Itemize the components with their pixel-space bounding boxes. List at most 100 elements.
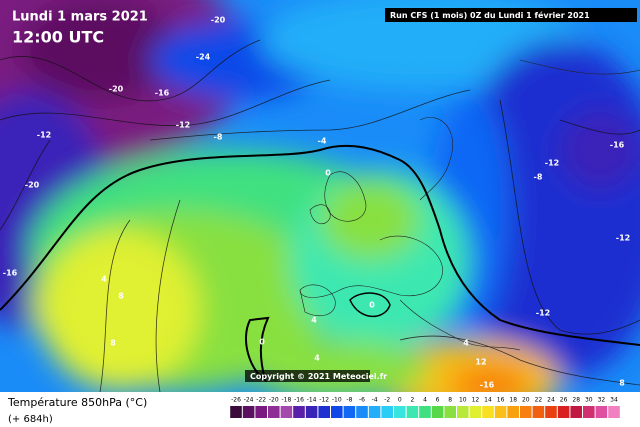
- colorbar-swatch: [406, 406, 419, 418]
- colorbar-swatch: [482, 406, 494, 418]
- colorbar-tick-label: -20: [269, 397, 279, 404]
- contour-label: 4: [314, 354, 320, 363]
- colorbar-tick-label: -16: [294, 397, 304, 404]
- colorbar-tick-label: -22: [256, 397, 266, 404]
- colorbar-tick-label: 28: [572, 397, 580, 404]
- colorbar-swatch: [583, 406, 595, 418]
- contour-label: -12: [176, 121, 190, 130]
- colorbar-swatch: [520, 406, 532, 418]
- run-info: Run CFS (1 mois) 0Z du Lundi 1 février 2…: [390, 10, 590, 20]
- legend: Température 850hPa (°C) (+ 684h) -26 -24-…: [7, 396, 620, 425]
- contour-label: -8: [214, 133, 223, 142]
- contour-label: -12: [37, 131, 51, 140]
- colorbar-tick-label: 8: [448, 397, 452, 404]
- colorbar-swatch: [557, 406, 570, 418]
- colorbar-swatch: [242, 406, 255, 418]
- colorbar-tick-label: 0: [398, 397, 402, 404]
- colorbar-swatch: [305, 406, 318, 418]
- colorbar-swatch: [280, 406, 293, 418]
- contour-lines-thin: [0, 39, 640, 392]
- contour-label: -12: [616, 234, 630, 243]
- copyright: Copyright © 2021 Meteociel.fr: [250, 372, 387, 381]
- contour-label: -8: [534, 173, 543, 182]
- colorbar-tick-label: 22: [535, 397, 543, 404]
- colorbar-swatch: [381, 406, 393, 418]
- colorbar-swatch: [608, 406, 620, 418]
- contour-label: 0: [369, 301, 375, 310]
- colorbar-swatch: [331, 406, 343, 418]
- colorbar-tick-label: -18: [281, 397, 291, 404]
- contour-label: 8: [118, 292, 124, 301]
- contour-label: 0: [259, 338, 265, 347]
- colorbar-swatch: [394, 406, 406, 418]
- colorbar-tick-label: 14: [484, 397, 492, 404]
- copyright-box: [245, 370, 370, 382]
- contour-label: 8: [619, 379, 625, 388]
- colorbar-tick-label: 4: [423, 397, 427, 404]
- colorbar-swatch: [595, 406, 608, 418]
- colorbar-swatch: [318, 406, 330, 418]
- colorbar-tick-label: -8: [346, 397, 352, 404]
- legend-title: Température 850hPa (°C): [7, 396, 147, 409]
- contour-label: -16: [155, 89, 170, 98]
- contour-label: -16: [610, 141, 625, 150]
- colorbar-swatch: [431, 406, 444, 418]
- colorbar-swatch: [570, 406, 582, 418]
- colorbar-swatch: [444, 406, 456, 418]
- run-box: [385, 8, 637, 22]
- colorbar-tick-label: 26: [560, 397, 568, 404]
- colorbar-tick-label: 30: [585, 397, 593, 404]
- colorbar-swatch: [532, 406, 545, 418]
- colorbar-tick-label: 12: [472, 397, 480, 404]
- forecast-date: Lundi 1 mars 2021: [12, 10, 148, 25]
- colorbar-tick-label: 2: [410, 397, 414, 404]
- colorbar-tick-label: -14: [307, 397, 317, 404]
- lead-time: (+ 684h): [8, 414, 53, 425]
- colorbar-tick-label: -4: [372, 397, 378, 404]
- contour-label: -24: [196, 53, 211, 62]
- contour-label: -20: [109, 85, 124, 94]
- contour-label: -12: [536, 309, 550, 318]
- contour-label: 4: [311, 316, 317, 325]
- colorbar-swatch: [494, 406, 507, 418]
- contour-label: 4: [463, 339, 469, 348]
- colorbar-swatch: [545, 406, 557, 418]
- colorbar: -26 -24 -22 -20 -18 -16 -14 -12 -10 -8 -6 -4 -2 0 2 4 6 8…: [230, 397, 620, 418]
- colorbar-tick-label: 20: [522, 397, 530, 404]
- contour-label: -20: [211, 16, 226, 25]
- contour-label: 8: [110, 339, 116, 348]
- colorbar-swatch: [469, 406, 482, 418]
- colorbar-tick-label: 32: [598, 397, 606, 404]
- colorbar-tick-label: 34: [610, 397, 618, 404]
- colorbar-tick-label: -24: [244, 397, 254, 404]
- colorbar-swatch: [419, 406, 431, 418]
- colorbar-tick-label: 10: [459, 397, 467, 404]
- colorbar-swatch: [268, 406, 280, 418]
- contour-label: -20: [25, 181, 40, 190]
- contour-label: -12: [545, 159, 559, 168]
- colorbar-swatch: [457, 406, 469, 418]
- color-field: [0, 0, 640, 392]
- forecast-time: 12:00 UTC: [12, 28, 104, 47]
- contour-label: -16: [3, 269, 18, 278]
- contour-label: 0: [325, 169, 331, 178]
- colorbar-tick-label: 16: [497, 397, 505, 404]
- colorbar-swatch: [255, 406, 267, 418]
- contour-label: -4: [318, 137, 327, 146]
- colorbar-swatch: [293, 406, 305, 418]
- colorbar-tick-label: 24: [547, 397, 555, 404]
- colorbar-tick-label: -6: [359, 397, 365, 404]
- contour-label: 4: [101, 275, 107, 284]
- colorbar-tick-label: 6: [436, 397, 440, 404]
- colorbar-tick-label: -2: [384, 397, 390, 404]
- colorbar-tick-label: -12: [319, 397, 329, 404]
- colorbar-tick-label: -26: [231, 397, 241, 404]
- colorbar-swatch: [343, 406, 356, 418]
- colorbar-swatch: [368, 406, 381, 418]
- contour-label: 12: [475, 358, 486, 367]
- colorbar-tick-label: -10: [332, 397, 342, 404]
- colorbar-swatch: [356, 406, 368, 418]
